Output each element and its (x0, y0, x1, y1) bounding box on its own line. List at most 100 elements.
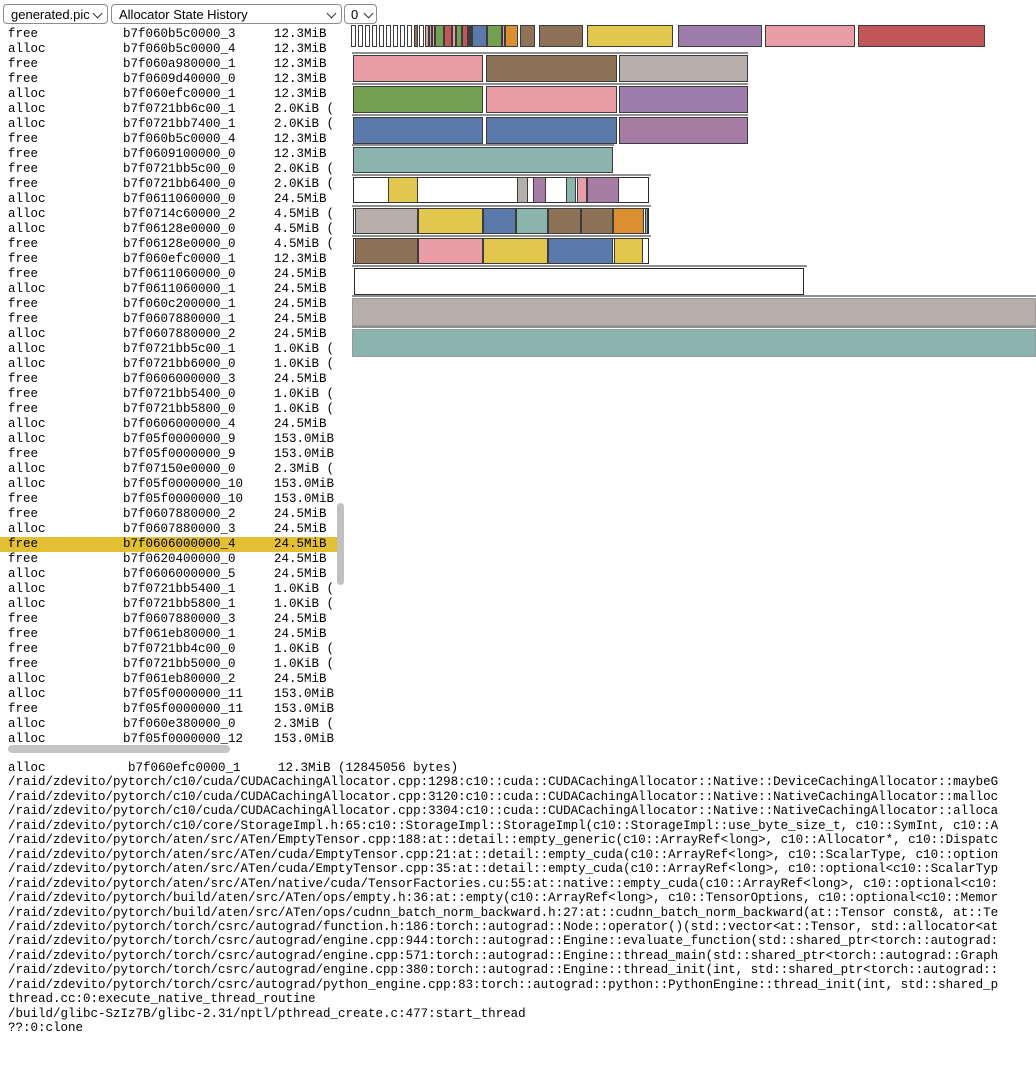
event-row[interactable]: free b7f0607880000_1 24.5MiB (0, 312, 337, 327)
event-row[interactable]: alloc b7f0611060000_1 24.5MiB (0, 282, 337, 297)
event-row[interactable]: free b7f0721bb5c00_0 2.0KiB ( (0, 162, 337, 177)
memory-block-red[interactable] (462, 25, 468, 47)
event-row[interactable]: free b7f0606000000_3 24.5MiB (0, 372, 337, 387)
memory-block-brown[interactable] (539, 25, 583, 47)
memory-block-pink[interactable] (425, 25, 429, 47)
memory-block-brown[interactable] (355, 238, 418, 264)
snapshot-file-select[interactable]: generated.pickle (3, 4, 108, 24)
event-list-horizontal-scrollbar[interactable] (8, 745, 230, 753)
memory-block-purple2[interactable] (533, 177, 546, 203)
memory-block-blue[interactable] (472, 25, 487, 47)
event-row[interactable]: free b7f060a980000_1 12.3MiB (0, 57, 337, 72)
memory-block-yellow[interactable] (483, 238, 548, 264)
event-row[interactable]: alloc b7f0714c60000_2 4.5MiB ( (0, 207, 337, 222)
memory-block-yellow[interactable] (614, 238, 643, 264)
event-row[interactable]: alloc b7f07150e0000_0 2.3MiB ( (0, 462, 337, 477)
memory-block-purple2[interactable] (587, 177, 619, 203)
memory-block-yellow[interactable] (418, 208, 483, 234)
memory-block-pink[interactable] (452, 25, 456, 47)
memory-block-pink[interactable] (353, 55, 483, 82)
event-row[interactable]: free b7f0609100000_0 12.3MiB (0, 147, 337, 162)
event-row[interactable]: alloc b7f0721bb5800_1 1.0KiB ( (0, 597, 337, 612)
event-row[interactable]: alloc b7f0607880000_2 24.5MiB (0, 327, 337, 342)
memory-block-yellow[interactable] (587, 25, 673, 47)
event-row[interactable]: free b7f0721bb5800_0 1.0KiB ( (0, 402, 337, 417)
event-row[interactable]: alloc b7f0606000000_4 24.5MiB (0, 417, 337, 432)
event-row[interactable]: free b7f05f0000000_9 153.0MiB (0, 447, 337, 462)
memory-block-yellow[interactable] (388, 177, 418, 203)
event-row[interactable]: alloc b7f0721bb6c00_1 2.0KiB ( (0, 102, 337, 117)
event-row[interactable]: alloc b7f06128e0000_0 4.5MiB ( (0, 222, 337, 237)
event-row[interactable]: free b7f0620400000_0 24.5MiB (0, 552, 337, 567)
event-row[interactable]: free b7f0607880000_3 24.5MiB (0, 612, 337, 627)
event-row[interactable]: alloc b7f0721bb5400_1 1.0KiB ( (0, 582, 337, 597)
event-row[interactable]: free b7f0609d40000_0 12.3MiB (0, 72, 337, 87)
memory-block-pink[interactable] (468, 25, 470, 47)
memory-block-teal[interactable] (566, 177, 576, 203)
event-row[interactable]: free b7f0611060000_0 24.5MiB (0, 267, 337, 282)
event-row[interactable]: alloc b7f060e380000_0 2.3MiB ( (0, 717, 337, 732)
memory-block-pink[interactable] (432, 25, 435, 47)
event-list-vertical-scrollbar[interactable] (337, 503, 344, 585)
memory-block-green[interactable] (456, 25, 462, 47)
event-row[interactable]: alloc b7f061eb80000_2 24.5MiB (0, 672, 337, 687)
memory-block-brown[interactable] (486, 55, 617, 82)
event-row[interactable]: alloc b7f05f0000000_11 153.0MiB (0, 687, 337, 702)
memory-block-teal[interactable] (353, 147, 613, 173)
memory-block-teal[interactable] (645, 208, 648, 234)
memory-block-red[interactable] (858, 25, 985, 47)
memory-block-purple[interactable] (619, 86, 748, 113)
memory-block-brightred[interactable] (470, 25, 472, 47)
memory-block-gray[interactable] (355, 208, 418, 234)
memory-block-green[interactable] (435, 25, 444, 47)
event-row[interactable]: alloc b7f0606000000_5 24.5MiB (0, 567, 337, 582)
memory-block-brown[interactable] (548, 208, 581, 234)
memory-block-orange[interactable] (505, 25, 518, 47)
memory-block-white[interactable] (386, 25, 391, 47)
event-row[interactable]: free b7f05f0000000_11 153.0MiB (0, 702, 337, 717)
memory-block-gray[interactable] (429, 25, 432, 47)
event-row[interactable]: free b7f0721bb6400_0 2.0KiB ( (0, 177, 337, 192)
event-row[interactable]: free b7f0607880000_2 24.5MiB (0, 507, 337, 522)
device-select[interactable]: 0 (344, 4, 377, 24)
memory-block-teal[interactable] (516, 208, 548, 234)
event-row[interactable]: alloc b7f060b5c0000_4 12.3MiB (0, 42, 337, 57)
memory-block-blue[interactable] (353, 117, 483, 144)
memory-block-white[interactable] (365, 25, 370, 47)
memory-block-gray[interactable] (517, 177, 528, 203)
memory-block-brown[interactable] (581, 208, 613, 234)
memory-block-gray[interactable] (352, 298, 1036, 326)
event-row[interactable]: free b7f061eb80000_1 24.5MiB (0, 627, 337, 642)
event-row[interactable]: free b7f0721bb5400_0 1.0KiB ( (0, 387, 337, 402)
memory-block-pink[interactable] (577, 177, 587, 203)
memory-block-blue[interactable] (483, 208, 516, 234)
event-row[interactable]: alloc b7f0721bb5c00_1 1.0KiB ( (0, 342, 337, 357)
event-row[interactable]: free b7f0721bb4c00_0 1.0KiB ( (0, 642, 337, 657)
event-row[interactable]: alloc b7f0607880000_3 24.5MiB (0, 522, 337, 537)
event-row[interactable]: alloc b7f05f0000000_9 153.0MiB (0, 432, 337, 447)
event-row[interactable]: alloc b7f0721bb7400_1 2.0KiB ( (0, 117, 337, 132)
memory-block-blue[interactable] (486, 117, 617, 144)
memory-block-white[interactable] (372, 25, 377, 47)
memory-block-white[interactable] (351, 25, 356, 47)
event-row[interactable]: free b7f05f0000000_10 153.0MiB (0, 492, 337, 507)
memory-block-teal[interactable] (352, 329, 1036, 357)
memory-block-purple[interactable] (678, 25, 762, 47)
event-row[interactable]: free b7f06128e0000_0 4.5MiB ( (0, 237, 337, 252)
event-row[interactable]: free b7f0721bb5000_0 1.0KiB ( (0, 657, 337, 672)
memory-block-gray[interactable] (619, 55, 748, 82)
view-mode-select[interactable]: Allocator State History (111, 4, 342, 24)
memory-block-white[interactable] (419, 25, 424, 47)
memory-block-red[interactable] (444, 25, 452, 47)
memory-block-pink[interactable] (765, 25, 855, 47)
memory-block-pink[interactable] (486, 86, 617, 113)
memory-block-pink[interactable] (502, 25, 505, 47)
event-row[interactable]: alloc b7f060efc0000_1 12.3MiB (0, 87, 337, 102)
allocator-event-list[interactable]: free b7f060b5c0000_3 12.3MiB alloc b7f060b5c… (0, 27, 345, 749)
memory-block-purple2[interactable] (619, 117, 748, 144)
memory-block-white[interactable] (358, 25, 363, 47)
memory-block-orange[interactable] (613, 208, 644, 234)
memory-block-green[interactable] (353, 86, 483, 113)
event-row[interactable]: free b7f060c200000_1 24.5MiB (0, 297, 337, 312)
memory-block-green[interactable] (487, 25, 502, 47)
